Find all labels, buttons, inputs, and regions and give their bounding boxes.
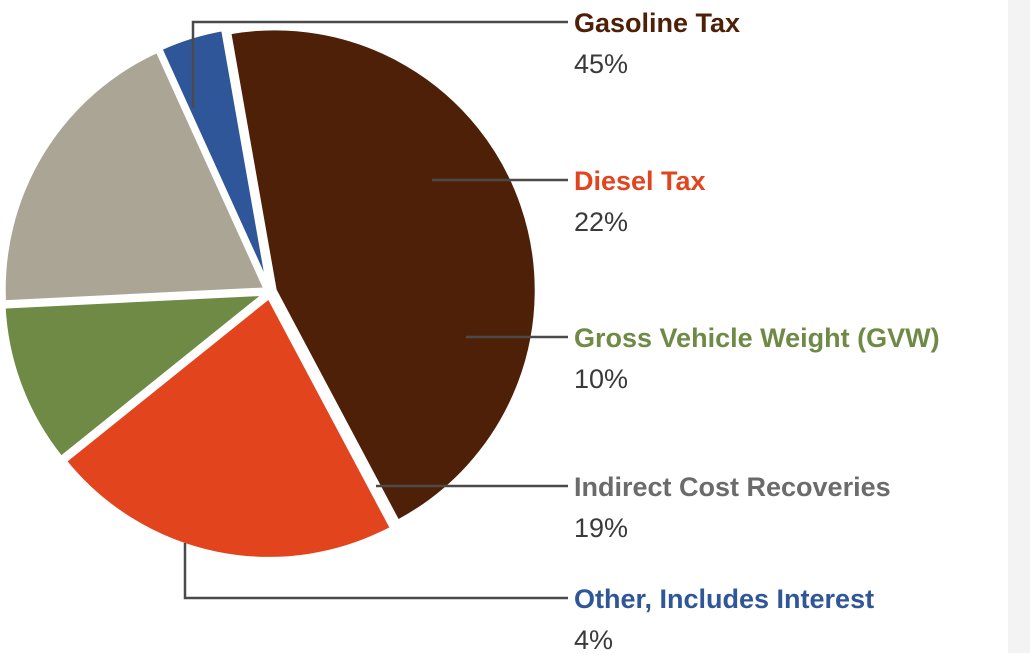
slice-label: Gasoline Tax — [574, 8, 741, 38]
leader-lines — [183, 20, 568, 600]
page-edge-strip — [1008, 0, 1030, 653]
slice-percent: 10% — [574, 364, 629, 394]
slice-percent: 19% — [574, 513, 629, 543]
pie-slice-gross-vehicle-weight-gvw — [1, 291, 268, 460]
slice-percent: 45% — [574, 49, 629, 79]
pie-slice-other-includes-interest — [158, 27, 271, 290]
legend-item-diesel-tax: Diesel Tax 22% — [574, 168, 706, 236]
pie-slices — [1, 26, 539, 561]
leader-line-gasoline-tax — [191, 20, 568, 108]
slice-label: Indirect Cost Recoveries — [574, 472, 891, 502]
slice-label: Gross Vehicle Weight (GVW) — [574, 323, 940, 353]
pie-slice-diesel-tax — [62, 294, 394, 561]
pie-slice-indirect-cost-recoveries — [1, 48, 268, 305]
legend-item-indirect-cost: Indirect Cost Recoveries 19% — [574, 474, 891, 542]
slice-percent: 4% — [574, 625, 614, 655]
legend-item-other: Other, Includes Interest 4% — [574, 586, 874, 654]
slice-percent: 22% — [574, 207, 629, 237]
slice-label: Diesel Tax — [574, 166, 706, 196]
legend-item-gasoline-tax: Gasoline Tax 45% — [574, 10, 740, 78]
slice-label: Other, Includes Interest — [574, 584, 875, 614]
leader-line-other — [183, 543, 568, 600]
pie-slice-gasoline-tax — [227, 26, 539, 524]
legend-item-gvw: Gross Vehicle Weight (GVW) 10% — [574, 325, 940, 393]
